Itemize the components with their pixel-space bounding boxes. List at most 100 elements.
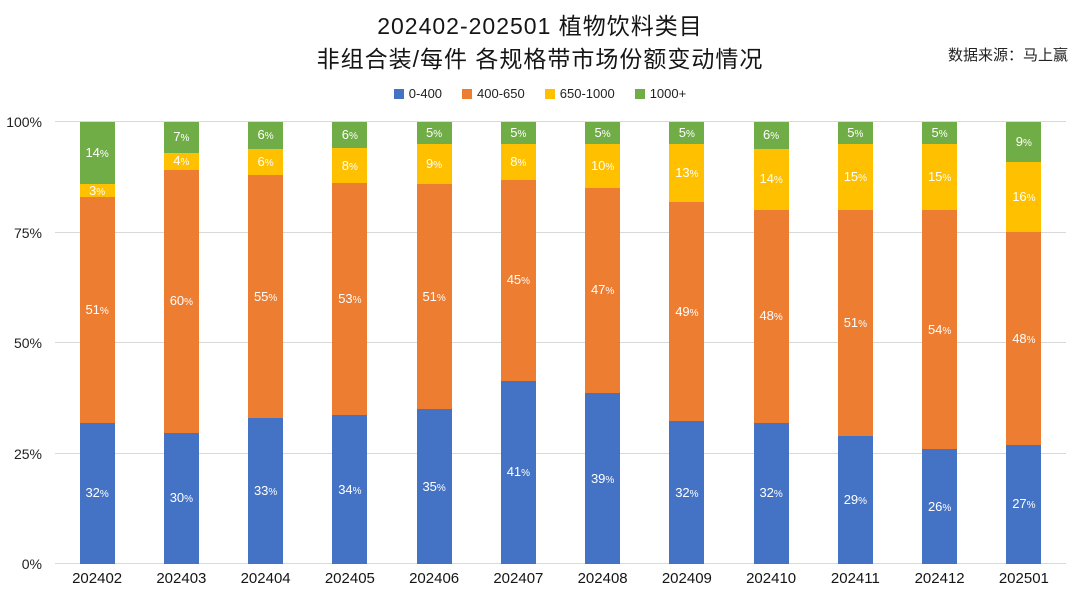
data-source-label: 数据来源：马上赢 <box>947 48 1068 64</box>
bar-column-202406: 5% 9% 51% 35% <box>392 122 476 564</box>
bar-segment-400-650: 48% <box>753 210 789 423</box>
percent-sign: % <box>858 173 868 185</box>
chart-title-line2: 非组合装/每件 各规格带市场份额变动情况 <box>316 46 764 72</box>
bar-value-label: 51% <box>422 288 446 304</box>
bar-segment-1000+: 6% <box>248 122 284 149</box>
bar-value-label: 45% <box>506 272 531 288</box>
percent-sign: % <box>938 129 948 141</box>
bar-segment-0-400: 39% <box>585 393 621 564</box>
y-tick-label: 25% <box>13 445 42 462</box>
percent-sign: % <box>942 502 952 514</box>
bar-value-label: 5% <box>847 125 864 141</box>
bar-segment-1000+: 14% <box>79 122 115 184</box>
percent-sign: % <box>180 133 190 145</box>
stacked-bar-202412: 5% 15% 54% 26% <box>922 122 958 564</box>
bar-segment-650-1000: 3% <box>79 182 115 198</box>
percent-sign: % <box>521 276 531 288</box>
stacked-bar-202408: 5% 10% 47% 39% <box>585 122 621 564</box>
bar-value-label: 5% <box>594 124 611 140</box>
bar-column-202501: 9% 16% 48% 27% <box>982 122 1066 564</box>
x-axis-label-202404: 202404 <box>240 570 291 587</box>
bar-value-label: 33% <box>253 483 278 499</box>
bar-value-label: 4% <box>173 153 190 169</box>
bar-segment-1000+: 9% <box>1006 122 1042 162</box>
legend-label: 1000+ <box>649 86 687 101</box>
bar-value-label: 3% <box>89 182 106 198</box>
legend-swatch-icon <box>544 88 555 99</box>
percent-sign: % <box>773 175 783 187</box>
percent-sign: % <box>268 487 278 499</box>
bar-segment-400-650: 54% <box>922 210 958 450</box>
bar-segment-650-1000: 15% <box>922 144 958 211</box>
percent-sign: % <box>858 319 868 331</box>
bar-segment-0-400: 35% <box>416 409 452 564</box>
legend: 0-400 400-650 650-1000 1000+ <box>0 86 1080 101</box>
bar-value-label: 35% <box>422 478 446 494</box>
bar-value-label: 16% <box>1012 189 1036 205</box>
x-axis-label-202407: 202407 <box>493 570 544 587</box>
y-tick-label: 100% <box>6 114 42 130</box>
stacked-bar-202402: 14% 3% 51% 32% <box>79 122 115 564</box>
bar-segment-400-650: 51% <box>837 210 873 436</box>
bar-value-label: 5% <box>510 125 527 141</box>
bar-value-label: 41% <box>506 464 531 480</box>
x-axis-label-202405: 202405 <box>324 570 375 587</box>
bar-column-202407: 5% 8% 45% 41% <box>476 122 560 564</box>
bar-segment-400-650: 55% <box>248 175 284 419</box>
bar-value-label: 26% <box>927 498 952 514</box>
gridline <box>55 563 1066 564</box>
percent-sign: % <box>517 129 527 141</box>
bar-segment-1000+: 5% <box>416 122 452 145</box>
stacked-bar-202403: 7% 4% 60% 30% <box>163 122 199 564</box>
bar-segment-400-650: 60% <box>163 170 199 433</box>
bar-column-202403: 7% 4% 60% 30% <box>139 122 223 564</box>
bar-segment-650-1000: 6% <box>248 148 284 176</box>
bar-value-label: 49% <box>675 303 699 319</box>
percent-sign: % <box>854 129 864 141</box>
bar-segment-400-650: 53% <box>332 183 368 416</box>
percent-sign: % <box>689 169 699 181</box>
legend-label: 400-650 <box>477 86 525 101</box>
chart-title: 202402-202501 植物饮料类目 非组合装/每件 各规格带市场份额变动情… <box>0 10 1080 76</box>
percent-sign: % <box>689 307 699 319</box>
bar-segment-0-400: 30% <box>163 432 199 564</box>
percent-sign: % <box>686 129 695 141</box>
legend-item-0-400: 0-400 <box>393 86 442 101</box>
stacked-bar-202406: 5% 9% 51% 35% <box>416 122 452 564</box>
percent-sign: % <box>770 131 780 143</box>
bar-value-label: 15% <box>927 169 952 185</box>
bar-value-label: 51% <box>843 315 868 331</box>
bar-segment-1000+: 7% <box>163 122 199 153</box>
legend-item-1000+: 1000+ <box>634 86 687 101</box>
bar-segment-400-650: 51% <box>79 197 115 423</box>
bar-segment-0-400: 26% <box>922 449 958 564</box>
bar-value-label: 34% <box>338 481 362 497</box>
bar-value-label: 39% <box>590 470 615 486</box>
bar-segment-650-1000: 13% <box>669 144 705 203</box>
percent-sign: % <box>184 494 194 506</box>
bar-segment-1000+: 5% <box>837 122 873 145</box>
bar-value-label: 5% <box>426 125 443 141</box>
y-tick-label: 0% <box>21 556 42 572</box>
bar-value-label: 9% <box>1015 133 1032 149</box>
bar-segment-650-1000: 16% <box>1006 161 1042 233</box>
percent-sign: % <box>264 157 274 169</box>
bar-segment-1000+: 5% <box>585 122 621 144</box>
x-axis-label-202402: 202402 <box>72 570 123 587</box>
percent-sign: % <box>773 312 783 324</box>
bar-value-label: 27% <box>1012 496 1036 512</box>
x-axis-label-202408: 202408 <box>577 570 628 587</box>
x-axis-label-202406: 202406 <box>409 570 460 587</box>
bar-value-label: 47% <box>590 282 615 298</box>
percent-sign: % <box>99 489 109 501</box>
legend-swatch-icon <box>634 88 645 99</box>
bar-segment-650-1000: 14% <box>753 148 789 211</box>
gridline <box>55 231 1066 233</box>
bar-segment-650-1000: 8% <box>332 148 368 184</box>
legend-swatch-icon <box>393 88 404 99</box>
bar-segment-400-650: 47% <box>585 187 621 394</box>
bar-segment-0-400: 32% <box>79 422 115 564</box>
bar-value-label: 55% <box>253 288 278 304</box>
percent-sign: % <box>433 129 443 141</box>
